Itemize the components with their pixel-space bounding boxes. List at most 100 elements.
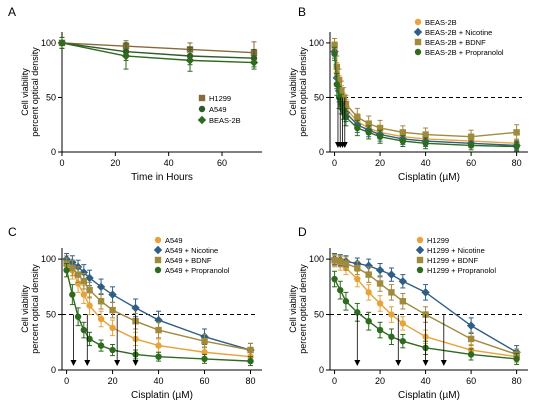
chart-panel-b: B 0 50 100 0 20 40 60 80 Cisplatin (µM) Cell viabi… (288, 5, 528, 183)
data-point (467, 133, 475, 140)
data-point (342, 298, 350, 305)
data-point (74, 271, 82, 278)
y-axis-label: Cell viability (288, 285, 298, 333)
data-point (333, 81, 341, 88)
chart-panel-d: D 0 50 100 0 20 40 60 80 Cisplatin (µM) Cell viabi… (288, 225, 528, 401)
chart-panel-c: C 0 50 100 0 20 40 60 80 Cisplatin (µM) Cell viabi… (8, 225, 262, 401)
legend: H1299 A549 BEAS-2B (197, 94, 241, 125)
y-axis-label: percent optical density (30, 47, 40, 137)
y-tick-label: 100 (41, 38, 56, 48)
data-point (365, 289, 372, 296)
x-tick-label: 20 (108, 376, 118, 386)
chart-panel-a: A 0 50 100 0 20 40 60 Time in Hours Cell viabilit… (8, 5, 262, 183)
data-point (467, 142, 475, 149)
x-tick-label: 20 (375, 158, 385, 168)
series (58, 36, 258, 68)
legend-marker (153, 245, 163, 255)
x-tick-label: 0 (332, 158, 337, 168)
data-point (342, 260, 350, 267)
data-point (335, 76, 343, 84)
panel-letter: D (298, 225, 307, 239)
data-point (388, 311, 395, 318)
legend-label: H1299 + BDNF (427, 256, 478, 265)
data-point (422, 131, 429, 138)
series (63, 257, 254, 358)
legend-marker (413, 27, 423, 37)
data-point (399, 298, 407, 305)
data-point (388, 289, 395, 296)
y-tick-label: 50 (46, 310, 56, 320)
legend-marker (416, 236, 424, 244)
data-point (513, 355, 520, 363)
legend-label: H1299 (427, 236, 449, 245)
ic50-arrowhead (395, 360, 402, 366)
data-point (155, 326, 162, 334)
data-point (331, 50, 338, 58)
ic50-arrowhead (132, 360, 139, 366)
data-point (340, 107, 347, 114)
y-tick-label: 50 (46, 92, 56, 102)
data-point (421, 288, 430, 297)
series-line (61, 42, 255, 64)
legend-label: BEAS-2B (209, 116, 241, 125)
data-point (354, 275, 361, 283)
ic50-arrowhead (84, 360, 91, 366)
x-tick-label: 0 (64, 376, 69, 386)
data-point (57, 38, 67, 48)
ic50-arrowhead (354, 360, 361, 366)
series-line (61, 42, 255, 59)
data-point (97, 315, 105, 323)
legend-label: BEAS-2B + Propranolol (425, 48, 504, 57)
data-point (387, 270, 396, 279)
x-tick-label: 20 (375, 376, 385, 386)
data-point (365, 318, 372, 325)
y-tick-label: 100 (309, 254, 324, 264)
y-tick-label: 0 (51, 147, 56, 157)
data-point (97, 342, 105, 349)
data-point (399, 320, 407, 327)
legend-marker (198, 105, 206, 113)
legend-marker (415, 245, 425, 255)
data-point (131, 303, 140, 313)
data-point (335, 94, 343, 101)
legend-marker (414, 18, 422, 26)
data-point (354, 309, 361, 316)
data-point (86, 286, 93, 294)
legend-marker (154, 256, 162, 264)
data-point (354, 264, 361, 272)
data-point (399, 137, 407, 145)
y-tick-label: 100 (41, 254, 56, 264)
x-tick-label: 60 (466, 158, 476, 168)
data-point (365, 271, 372, 278)
y-tick-label: 0 (319, 365, 324, 375)
panel-letter: C (8, 225, 17, 239)
data-point (247, 357, 254, 365)
x-axis-label: Cisplatin (µM) (398, 390, 460, 401)
ic50-arrowhead (440, 360, 447, 366)
x-tick-label: 40 (154, 376, 164, 386)
data-point (86, 302, 93, 309)
legend-label: H1299 + Nicotine (427, 246, 485, 255)
data-point (342, 113, 350, 121)
data-point (63, 266, 70, 274)
data-point (375, 265, 385, 275)
data-point (185, 56, 195, 65)
data-point (108, 290, 117, 299)
data-point (376, 133, 384, 140)
data-point (333, 63, 341, 71)
x-tick-label: 20 (110, 158, 120, 168)
data-point (513, 143, 520, 150)
data-point (109, 306, 116, 314)
data-point (97, 298, 105, 305)
data-point (513, 129, 520, 136)
data-point (109, 324, 116, 332)
x-tick-label: 0 (59, 158, 64, 168)
data-point (364, 261, 373, 270)
data-point (340, 94, 347, 101)
legend-label: BEAS-2B + Nicotine (425, 28, 492, 37)
x-tick-label: 40 (164, 158, 174, 168)
data-point (399, 337, 407, 345)
x-tick-label: 40 (421, 158, 431, 168)
series (58, 36, 258, 65)
